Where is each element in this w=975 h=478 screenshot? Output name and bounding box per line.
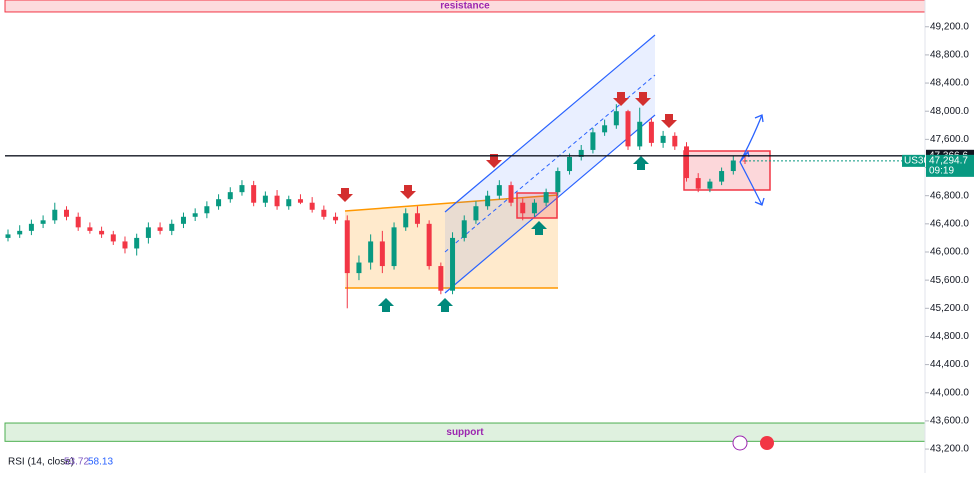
- candle-body: [520, 202, 526, 214]
- candle-body: [707, 181, 713, 189]
- candle-body: [180, 216, 186, 224]
- candle-body: [543, 192, 549, 203]
- candle-body: [637, 121, 643, 147]
- candle-body: [28, 223, 34, 231]
- candle-body: [450, 237, 456, 291]
- candle-body: [52, 209, 58, 221]
- candle-body: [216, 199, 222, 207]
- candle-body: [485, 195, 491, 207]
- event-icon[interactable]: [732, 435, 748, 451]
- candle-body: [99, 230, 105, 235]
- candle-body: [356, 262, 362, 274]
- y-tick-label: 49,200.0: [930, 21, 969, 32]
- y-tick-label: 48,400.0: [930, 78, 969, 89]
- candle-body: [297, 199, 303, 203]
- candle-body: [531, 202, 537, 214]
- down-arrows: [337, 92, 677, 202]
- candle-body: [672, 135, 678, 147]
- candle-body: [17, 230, 23, 235]
- y-tick-label: 46,400.0: [930, 218, 969, 229]
- indicator-label: RSI (14, close): [8, 457, 74, 468]
- candle-body: [344, 220, 350, 274]
- y-tick-label: 45,600.0: [930, 275, 969, 286]
- price-tag-label: 47,294.7: [929, 155, 968, 166]
- candle-body: [403, 213, 409, 228]
- candle-body: [508, 185, 514, 203]
- candle-body: [555, 171, 561, 193]
- candle-body: [274, 195, 280, 207]
- candle-body: [40, 220, 46, 224]
- candle-body: [695, 178, 701, 189]
- candle-body: [134, 237, 140, 249]
- candle-body: [87, 227, 93, 231]
- candle-body: [414, 213, 420, 224]
- candle-body: [122, 241, 128, 249]
- symbol-tag: [902, 154, 925, 167]
- candle-body: [567, 156, 573, 172]
- candle-body: [578, 149, 584, 157]
- candle-body: [262, 195, 268, 203]
- candle-body: [157, 227, 163, 231]
- y-tick-label: 43,200.0: [930, 444, 969, 455]
- candle-body: [63, 209, 69, 217]
- candle-body: [660, 135, 666, 143]
- price-tag: [926, 154, 974, 177]
- y-tick-label: 44,400.0: [930, 359, 969, 370]
- candle-body: [145, 227, 151, 238]
- candle-body: [239, 185, 245, 193]
- candle-body: [473, 206, 479, 221]
- countdown: 09:19: [929, 165, 954, 176]
- candle-body: [227, 192, 233, 200]
- zone-label: support: [446, 427, 484, 438]
- candle-body: [625, 111, 631, 147]
- candle-body: [286, 199, 292, 207]
- candle-body: [648, 121, 654, 143]
- event-icon[interactable]: [760, 436, 774, 450]
- candle-body: [379, 241, 385, 267]
- y-tick-label: 46,000.0: [930, 247, 969, 258]
- symbol-label: US30: [904, 155, 929, 166]
- candle-body: [309, 202, 315, 210]
- candle-body: [5, 234, 11, 238]
- zone-label: resistance: [440, 1, 490, 12]
- candle-body: [333, 216, 339, 221]
- up-arrows: [378, 156, 649, 312]
- candle-body: [730, 160, 736, 172]
- candle-body: [438, 266, 444, 291]
- y-tick-label: 43,600.0: [930, 416, 969, 427]
- candle-body: [75, 216, 81, 228]
- y-tick-label: 48,800.0: [930, 50, 969, 61]
- candle-body: [719, 171, 725, 182]
- candle-body: [461, 220, 467, 238]
- candle-body: [602, 125, 608, 133]
- candle-body: [684, 146, 690, 179]
- y-tick-label: 47,600.0: [930, 134, 969, 145]
- candle-body: [613, 111, 619, 126]
- y-tick-label: 48,000.0: [930, 106, 969, 117]
- candle-body: [251, 185, 257, 203]
- candle-body: [590, 132, 596, 150]
- projection-arrows: [739, 114, 765, 206]
- channel-mid: [444, 74, 656, 253]
- y-tick-label: 44,000.0: [930, 387, 969, 398]
- candle-body: [321, 209, 327, 217]
- candle-body: [192, 213, 198, 217]
- candle-body: [426, 223, 432, 267]
- candle-body: [496, 185, 502, 196]
- candle-body: [391, 227, 397, 267]
- channel-bottom: [444, 114, 656, 294]
- candle-body: [110, 234, 116, 242]
- candle-body: [169, 223, 175, 231]
- candle-body: [204, 206, 210, 214]
- channel-top: [444, 34, 656, 213]
- y-tick-label: 45,200.0: [930, 303, 969, 314]
- range-top: [344, 194, 559, 212]
- indicator-value: 58.13: [88, 457, 113, 468]
- candle-body: [368, 241, 374, 263]
- y-tick-label: 46,800.0: [930, 190, 969, 201]
- indicator-value: 53.72: [64, 457, 89, 468]
- y-tick-label: 44,800.0: [930, 331, 969, 342]
